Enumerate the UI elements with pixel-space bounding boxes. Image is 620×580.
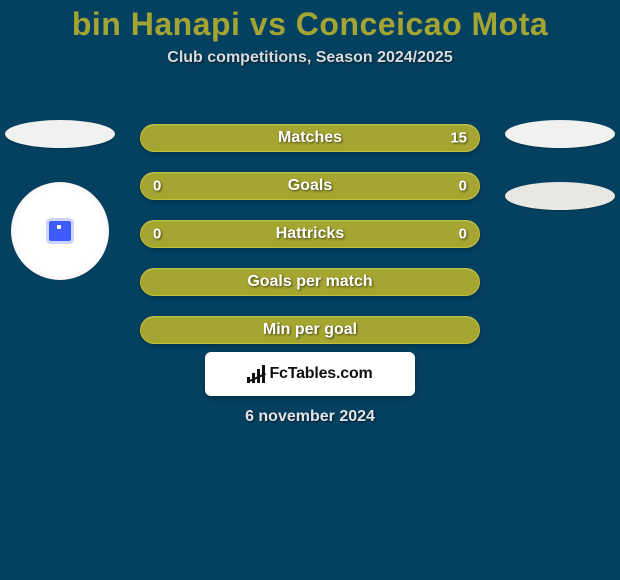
player-left-panel bbox=[0, 120, 120, 280]
stat-row-matches: Matches 15 bbox=[140, 124, 480, 152]
page-title: bin Hanapi vs Conceicao Mota bbox=[0, 0, 620, 43]
player-right-panel bbox=[500, 120, 620, 244]
brand-bars-icon bbox=[247, 365, 265, 383]
stat-label: Min per goal bbox=[263, 321, 357, 339]
brand-logo: FcTables.com bbox=[247, 365, 372, 383]
stat-row-hattricks: 0 Hattricks 0 bbox=[140, 220, 480, 248]
stat-right-value: 0 bbox=[459, 178, 467, 195]
stat-right-value: 0 bbox=[459, 226, 467, 243]
stat-label: Goals per match bbox=[247, 273, 372, 291]
brand-watermark[interactable]: FcTables.com bbox=[205, 352, 415, 396]
player-left-avatar bbox=[11, 182, 109, 280]
page-subtitle: Club competitions, Season 2024/2025 bbox=[0, 49, 620, 67]
player-right-club-pill bbox=[505, 182, 615, 210]
generated-date: 6 november 2024 bbox=[0, 408, 620, 426]
stat-rows: Matches 15 0 Goals 0 0 Hattricks 0 Goals… bbox=[140, 124, 480, 364]
brand-text: FcTables.com bbox=[269, 365, 372, 383]
player-comparison-widget: { "header": { "title": "bin Hanapi vs Co… bbox=[0, 0, 620, 580]
stat-right-value: 15 bbox=[450, 130, 467, 147]
stat-label: Goals bbox=[288, 177, 332, 195]
stat-row-goals: 0 Goals 0 bbox=[140, 172, 480, 200]
avatar-placeholder-icon bbox=[49, 221, 71, 241]
player-right-name-pill bbox=[505, 120, 615, 148]
stat-label: Hattricks bbox=[276, 225, 344, 243]
stat-left-value: 0 bbox=[153, 178, 161, 195]
stat-left-value: 0 bbox=[153, 226, 161, 243]
player-left-name-pill bbox=[5, 120, 115, 148]
stat-row-goals-per-match: Goals per match bbox=[140, 268, 480, 296]
stat-row-min-per-goal: Min per goal bbox=[140, 316, 480, 344]
stat-label: Matches bbox=[278, 129, 342, 147]
